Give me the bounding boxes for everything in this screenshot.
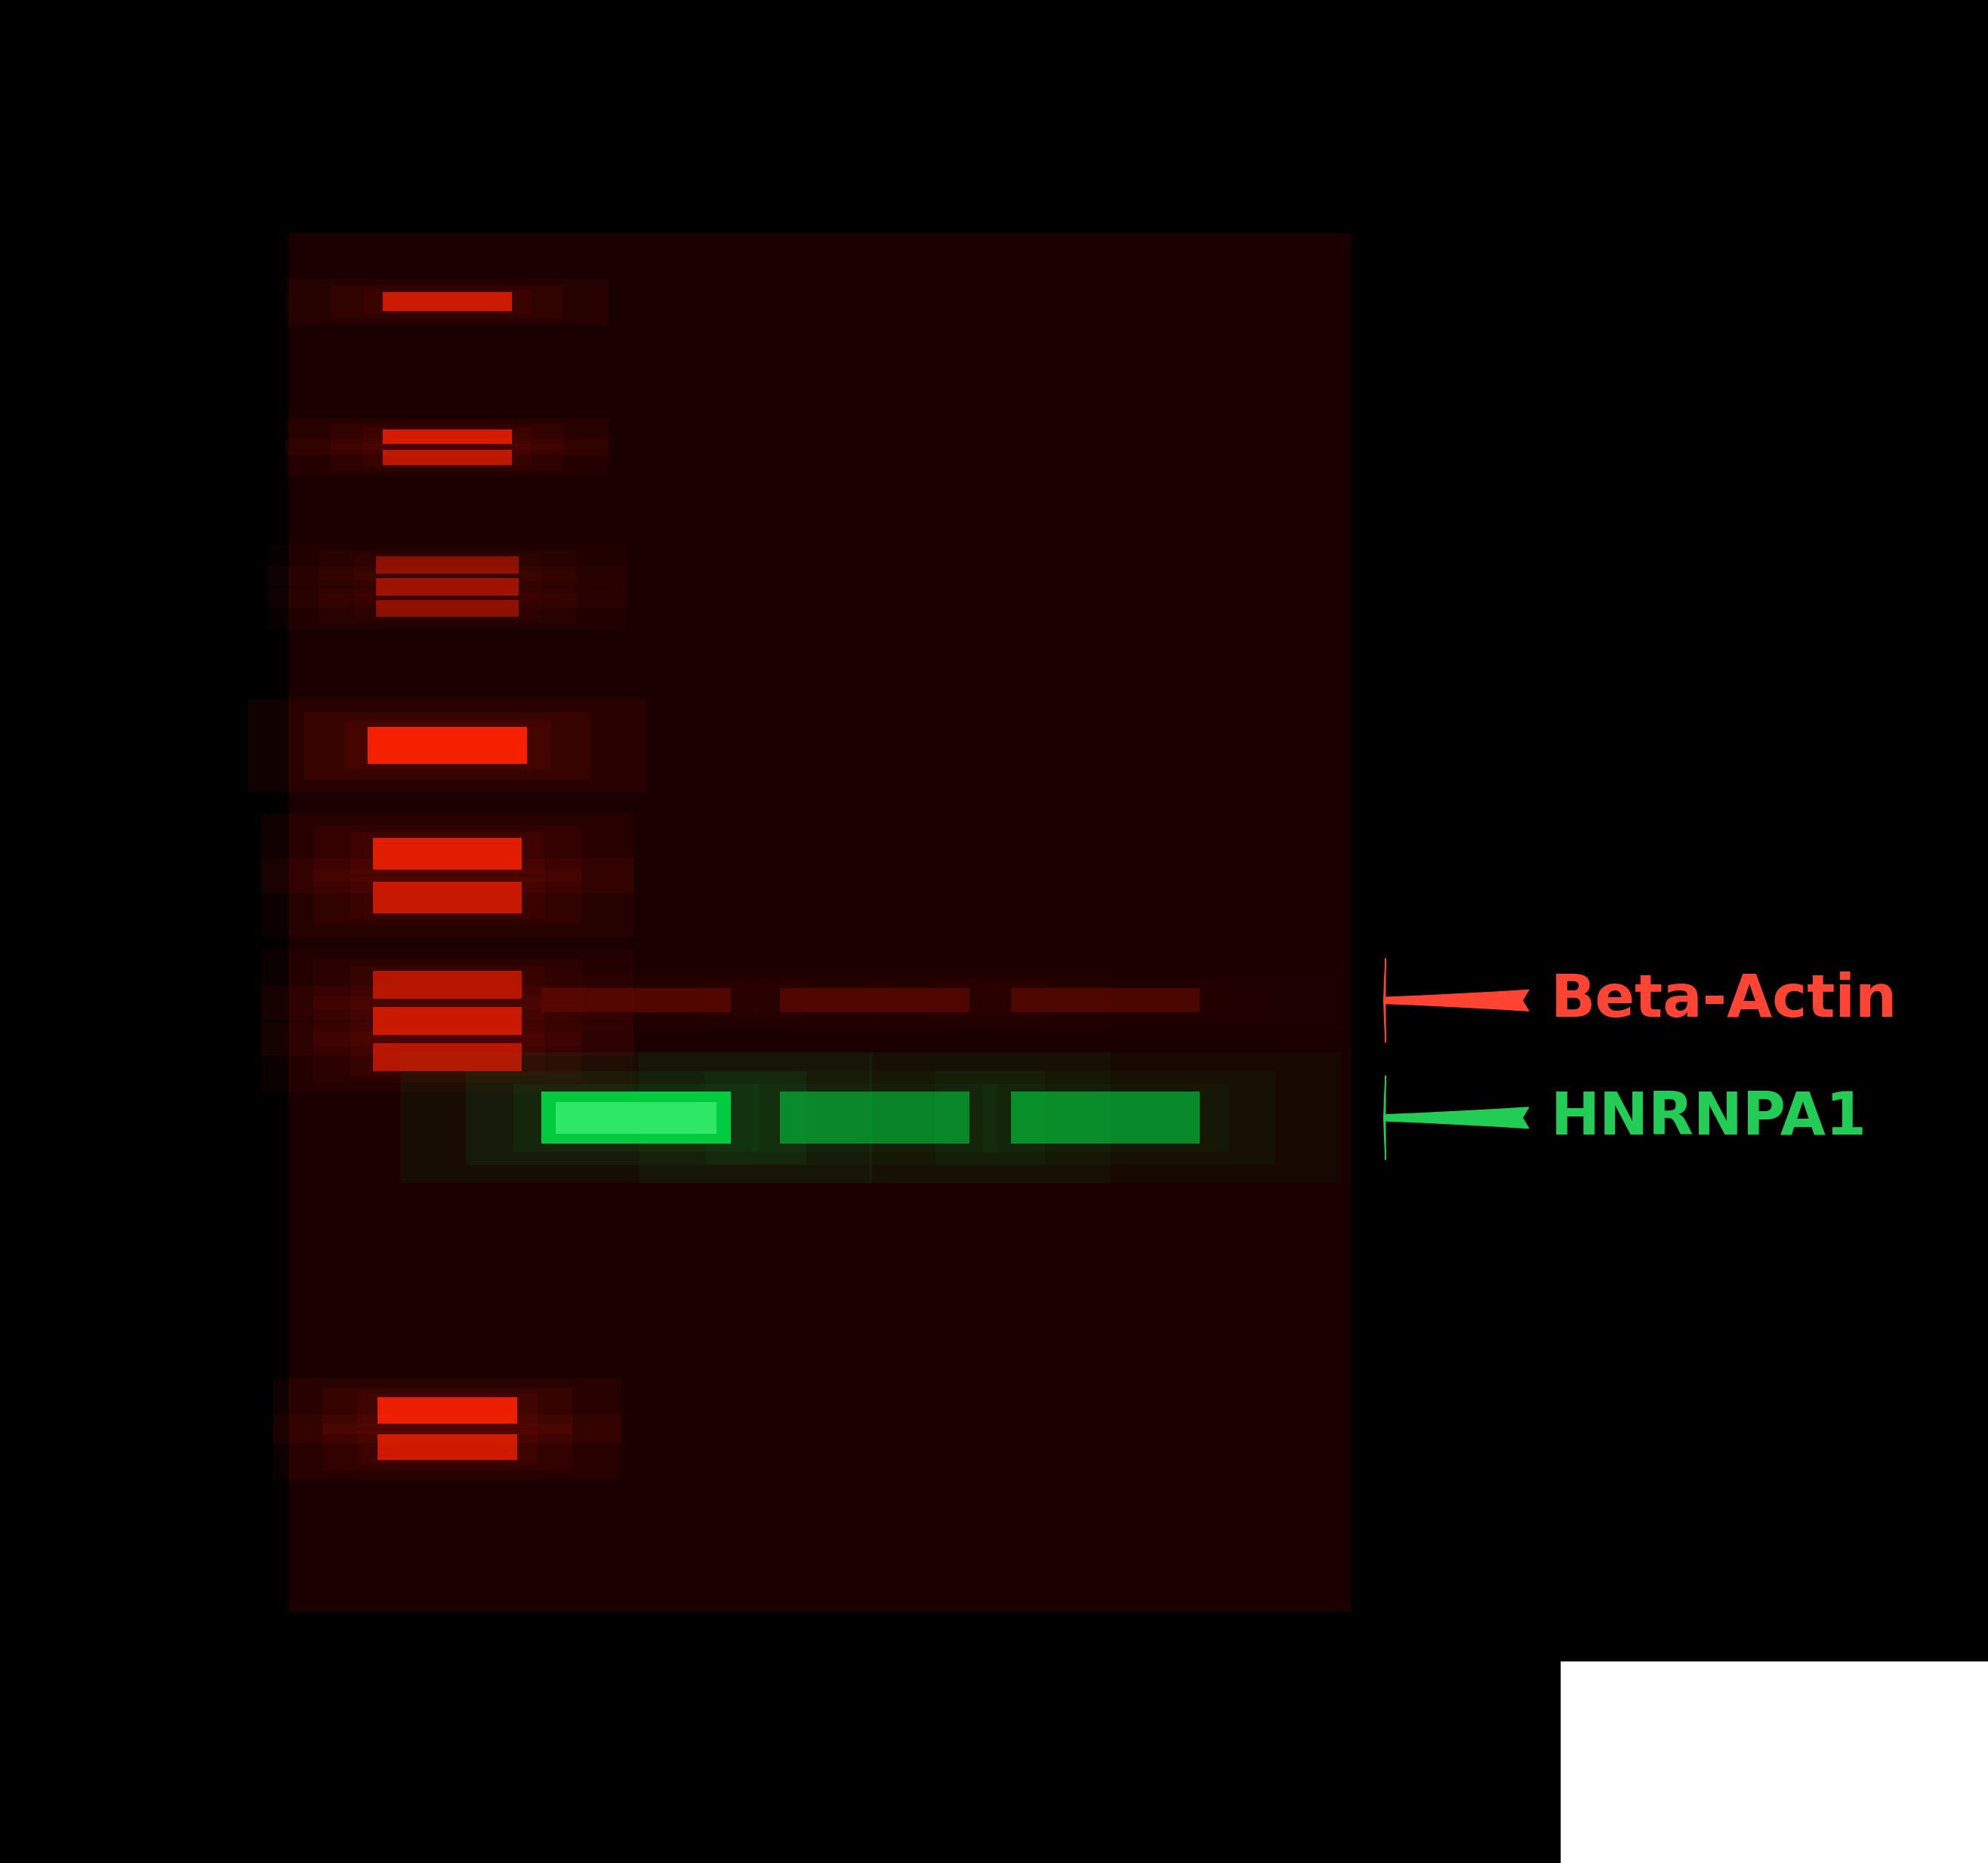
Bar — [314, 1032, 580, 1082]
Bar — [330, 272, 1310, 1572]
Bar — [260, 814, 634, 892]
Bar — [268, 587, 626, 630]
Bar — [779, 1092, 970, 1144]
Text: HNRNPA1: HNRNPA1 — [1551, 1090, 1867, 1146]
Bar — [330, 443, 565, 471]
Bar — [372, 311, 1268, 1533]
Bar — [541, 987, 732, 1013]
Bar — [869, 1053, 1342, 1183]
Bar — [638, 1053, 1111, 1183]
Bar — [704, 1071, 1044, 1164]
Bar — [288, 233, 1352, 1611]
Bar — [350, 833, 545, 874]
Bar — [304, 712, 590, 779]
Bar — [350, 1002, 545, 1040]
Bar — [382, 292, 513, 311]
Bar — [260, 1023, 634, 1092]
Bar — [465, 978, 807, 1023]
Bar — [318, 572, 577, 602]
Bar — [382, 451, 513, 466]
Bar — [358, 1431, 537, 1464]
Bar — [330, 423, 565, 451]
Bar — [386, 324, 1254, 1520]
Bar — [316, 259, 1324, 1585]
Bar — [318, 550, 577, 579]
Bar — [350, 967, 545, 1002]
Bar — [1012, 1092, 1201, 1144]
Bar — [378, 1397, 517, 1423]
Bar — [314, 995, 580, 1047]
Bar — [354, 598, 541, 620]
Bar — [465, 1071, 807, 1164]
Bar — [260, 986, 634, 1056]
Bar — [779, 987, 970, 1013]
Bar — [314, 825, 580, 881]
Bar — [368, 727, 527, 764]
Bar — [358, 1394, 537, 1427]
Bar — [260, 859, 634, 937]
Bar — [274, 1379, 620, 1444]
Bar — [400, 971, 873, 1030]
Bar — [936, 1071, 1276, 1164]
Bar — [322, 1423, 573, 1470]
Bar — [638, 971, 1111, 1030]
Bar — [1561, 1662, 1988, 1863]
Bar — [513, 986, 759, 1015]
Bar — [318, 594, 577, 624]
Bar — [364, 291, 531, 315]
Bar — [376, 578, 519, 596]
Bar — [364, 427, 531, 447]
Bar — [274, 1414, 620, 1479]
Bar — [374, 1043, 521, 1071]
Bar — [400, 1053, 873, 1183]
Bar — [751, 1084, 998, 1151]
Bar — [1012, 987, 1201, 1013]
Bar — [268, 566, 626, 607]
Bar — [358, 298, 1282, 1546]
Bar — [286, 278, 608, 324]
Bar — [302, 246, 1338, 1598]
Bar — [248, 699, 646, 792]
Bar — [286, 417, 608, 455]
Bar — [513, 1084, 759, 1151]
Bar — [354, 553, 541, 576]
Bar — [936, 978, 1276, 1023]
Bar — [376, 600, 519, 617]
Bar — [869, 971, 1342, 1030]
Bar — [364, 447, 531, 468]
Bar — [288, 233, 1352, 1611]
Bar — [982, 986, 1229, 1015]
Bar — [354, 576, 541, 598]
Bar — [314, 870, 580, 926]
Bar — [268, 544, 626, 587]
Bar — [374, 1006, 521, 1036]
Bar — [751, 986, 998, 1015]
Bar — [330, 285, 565, 319]
Bar — [982, 1084, 1229, 1151]
Bar — [314, 959, 580, 1010]
Bar — [374, 838, 521, 870]
Bar — [322, 1388, 573, 1435]
Bar — [350, 877, 545, 918]
Bar — [704, 978, 1044, 1023]
Bar — [344, 285, 1296, 1559]
Bar — [378, 1435, 517, 1461]
Bar — [260, 950, 634, 1019]
Bar — [374, 881, 521, 913]
Bar — [382, 428, 513, 443]
Bar — [541, 1092, 732, 1144]
Bar — [350, 1040, 545, 1075]
Bar — [344, 721, 551, 769]
Bar — [374, 971, 521, 999]
Bar — [286, 440, 608, 477]
Text: Beta-Actin: Beta-Actin — [1551, 972, 1897, 1028]
Bar — [376, 557, 519, 574]
Bar — [557, 1103, 716, 1133]
